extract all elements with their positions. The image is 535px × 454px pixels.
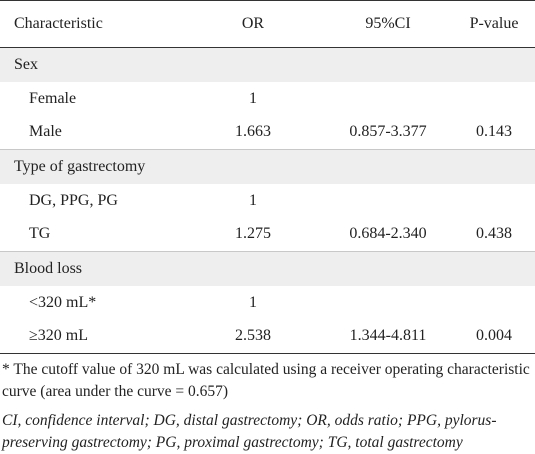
group-label: Sex [0,47,183,82]
group-row-blood-loss: Blood loss [0,251,535,286]
table-footnote: * The cutoff value of 320 mL was calcula… [2,361,530,400]
header-or: OR [183,0,323,48]
row-label: DG, PPG, PG [29,191,118,209]
odds-ratio-table: Characteristic OR 95%CI P-value Sex Fema… [0,0,535,354]
row-p: 0.004 [453,319,535,354]
group-row-sex: Sex [0,47,535,82]
row-label: ≥320 mL [0,319,183,354]
row-ci [323,184,453,218]
table-row: ≥320 mL 2.538 1.344-4.811 0.004 [0,319,535,354]
row-label: TG [29,225,51,243]
row-ci: 0.684-2.340 [349,225,427,243]
row-label: Male [29,123,62,141]
group-label: Type of gastrectomy [0,149,183,184]
row-or: 1.663 [235,123,271,141]
table-row: Male 1.663 0.857-3.377 0.143 [0,116,535,150]
header-characteristic: Characteristic [0,0,183,48]
row-or: 2.538 [183,319,323,354]
row-or: 1.275 [235,225,271,243]
row-or: 1 [249,191,257,209]
row-label: Female [29,89,77,107]
row-ci [323,286,453,320]
header-p-value: P-value [453,0,535,48]
row-p [453,82,535,116]
row-or: 1 [249,89,257,107]
table-row: DG, PPG, PG 1 [0,184,535,218]
row-p [453,286,535,320]
row-ci: 0.857-3.377 [349,123,427,141]
group-label: Blood loss [0,251,183,286]
row-or: 1 [249,293,257,311]
row-ci: 1.344-4.811 [323,319,453,354]
table-row: TG 1.275 0.684-2.340 0.438 [0,218,535,252]
table-row: Female 1 [0,82,535,116]
row-label: <320 mL* [29,293,97,311]
abbreviations-note: CI, confidence interval; DG, distal gast… [2,412,497,451]
row-ci [323,82,453,116]
header-ci: 95%CI [323,0,453,48]
table-row: <320 mL* 1 [0,286,535,320]
row-p [453,184,535,218]
table-header-row: Characteristic OR 95%CI P-value [0,0,535,48]
group-row-gastrectomy: Type of gastrectomy [0,149,535,184]
row-p: 0.438 [476,225,512,243]
row-p: 0.143 [476,123,512,141]
